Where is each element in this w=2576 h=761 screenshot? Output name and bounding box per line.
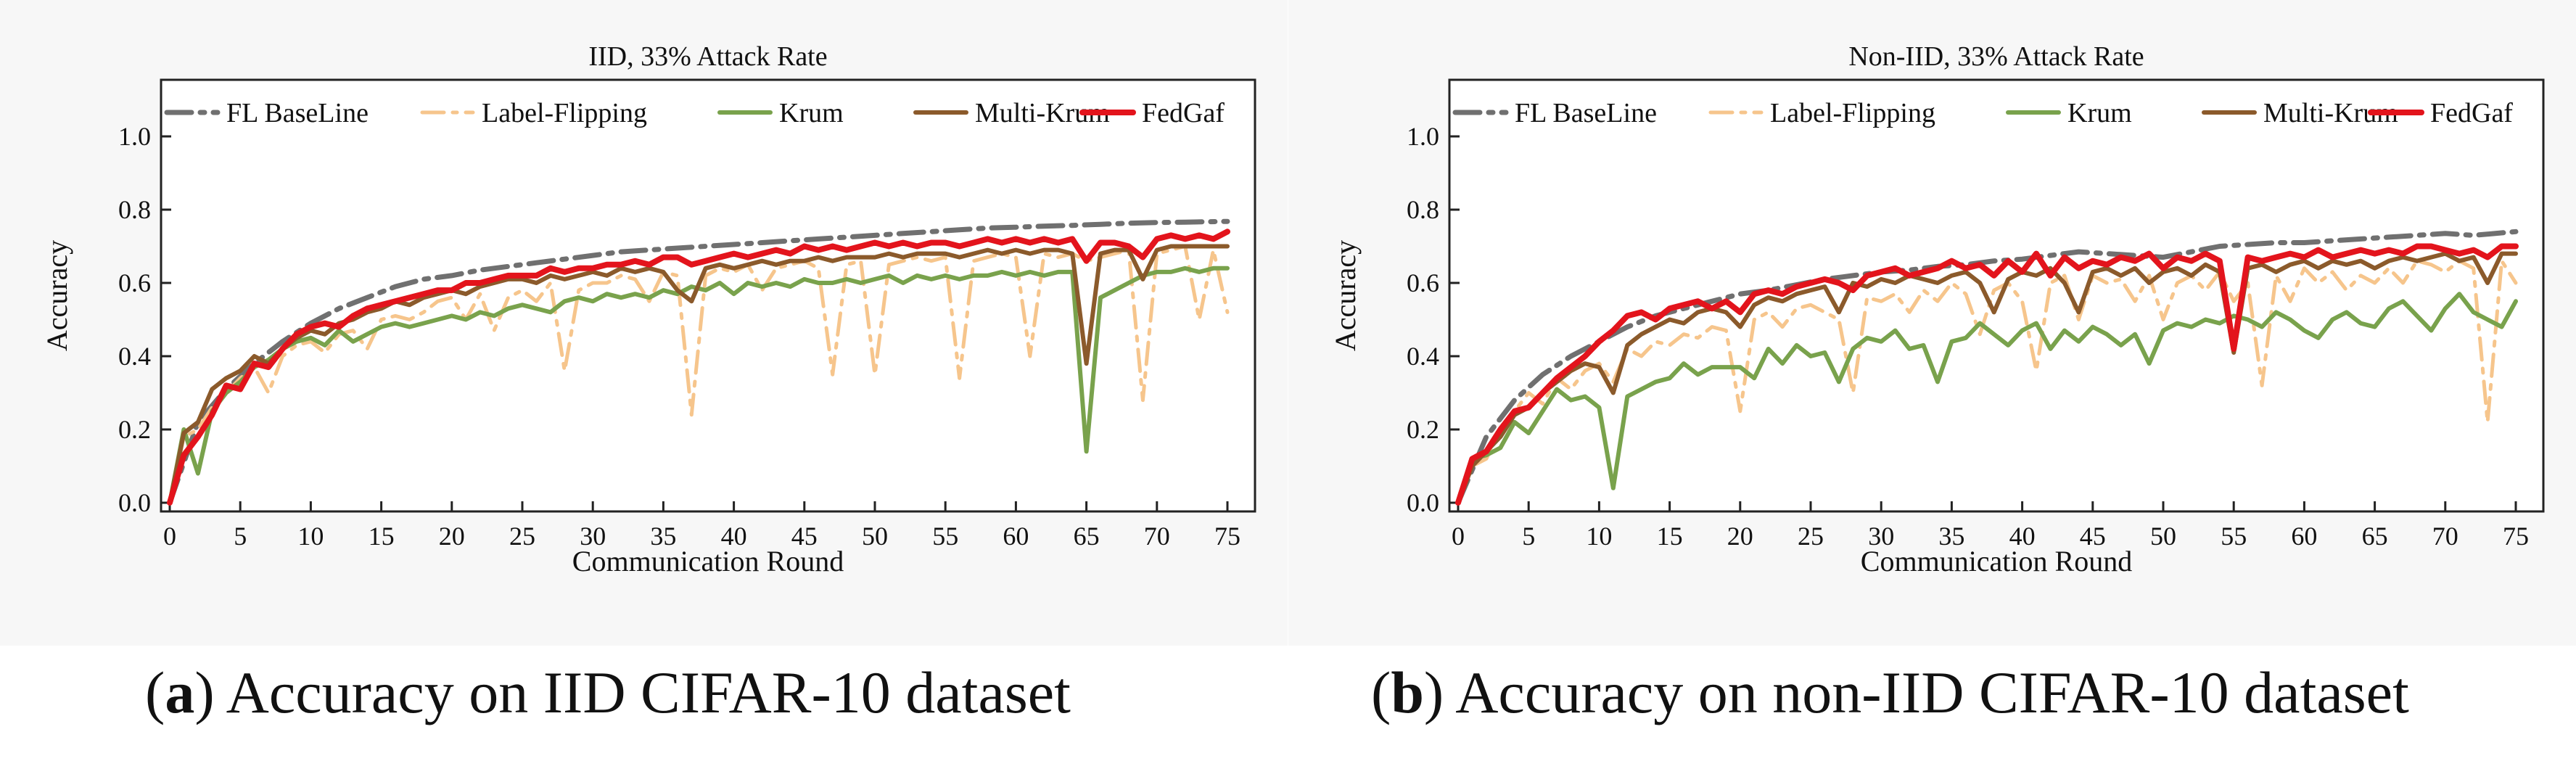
x-tick-label: 0	[163, 522, 176, 551]
caption-letter: b	[1391, 659, 1424, 725]
x-tick-label: 70	[1144, 522, 1170, 551]
x-tick-label: 10	[1586, 522, 1612, 551]
series-line-label-flipping	[1456, 259, 2518, 505]
x-tick-label: 35	[650, 522, 676, 551]
x-tick-label: 55	[932, 522, 958, 551]
legend-label-label-flipping: Label-Flipping	[482, 98, 647, 128]
series-line-krum	[1456, 292, 2518, 505]
x-tick-label: 60	[2291, 522, 2317, 551]
y-tick-label: 0.4	[118, 342, 151, 371]
y-tick-label: 0.8	[1407, 195, 1439, 224]
x-tick-label: 0	[1452, 522, 1465, 551]
y-axis-label: Accuracy	[41, 240, 73, 351]
y-tick-label: 0.8	[118, 195, 151, 224]
caption-a: (a) Accuracy on IID CIFAR-10 dataset	[145, 659, 1071, 725]
plot-frame	[160, 78, 1256, 513]
y-tick-label: 0.4	[1407, 342, 1439, 371]
x-tick-label: 75	[1214, 522, 1240, 551]
chart-title: IID, 33% Attack Rate	[588, 41, 827, 72]
x-tick-label: 45	[791, 522, 818, 551]
legend-label-label-flipping: Label-Flipping	[1770, 98, 1935, 128]
x-tick-label: 25	[509, 522, 535, 551]
plot-frame	[1448, 78, 2545, 513]
legend-label-krum: Krum	[2067, 98, 2132, 128]
x-tick-label: 15	[1657, 522, 1683, 551]
x-axis-label: Communication Round	[572, 545, 844, 577]
legend-label-fedgaf: FedGaf	[1142, 98, 1225, 128]
x-tick-label: 5	[234, 522, 247, 551]
caption-letter: a	[165, 659, 195, 725]
x-tick-label: 15	[369, 522, 395, 551]
y-tick-label: 0.2	[118, 415, 151, 444]
caption-b: (b) Accuracy on non-IID CIFAR-10 dataset	[1371, 659, 2409, 725]
y-axis-label: Accuracy	[1329, 240, 1362, 351]
x-tick-label: 5	[1522, 522, 1535, 551]
legend-label-fedgaf: FedGaf	[2430, 98, 2513, 128]
x-tick-label: 35	[1938, 522, 1964, 551]
y-tick-label: 1.0	[1407, 122, 1439, 151]
legend-label-fl-baseline: FL BaseLine	[226, 98, 369, 128]
x-tick-label: 30	[580, 522, 606, 551]
x-tick-label: 40	[2009, 522, 2036, 551]
y-tick-label: 0.0	[1407, 488, 1439, 517]
x-axis-label: Communication Round	[1861, 545, 2132, 577]
x-tick-label: 20	[1727, 522, 1753, 551]
x-tick-label: 50	[2150, 522, 2176, 551]
x-tick-label: 40	[721, 522, 747, 551]
x-tick-label: 25	[1798, 522, 1824, 551]
y-tick-label: 0.0	[118, 488, 151, 517]
caption-text: ) Accuracy on IID CIFAR-10 dataset	[194, 659, 1071, 725]
y-tick-label: 1.0	[118, 122, 151, 151]
x-tick-label: 75	[2503, 522, 2529, 551]
x-tick-label: 60	[1003, 522, 1029, 551]
x-tick-label: 55	[2221, 522, 2247, 551]
x-tick-label: 45	[2080, 522, 2106, 551]
legend-label-fl-baseline: FL BaseLine	[1515, 98, 1657, 128]
series-line-fl-baseline	[167, 218, 1230, 506]
chart-non-iid: Non-IID, 33% Attack Rate 0.0 0.2 0.4 0.6 0.8 1…	[1288, 0, 2576, 646]
series-line-multi-krum	[1456, 251, 2518, 505]
x-tick-label: 65	[1074, 522, 1100, 551]
x-tick-label: 50	[862, 522, 888, 551]
caption-text: ) Accuracy on non-IID CIFAR-10 dataset	[1423, 659, 2409, 725]
legend-label-krum: Krum	[779, 98, 844, 128]
x-tick-label: 65	[2362, 522, 2388, 551]
chart-iid: IID, 33% Attack Rate 0.0 0.2 0.4 0.6 0.8 1.0 0 5…	[0, 0, 1288, 646]
x-tick-label: 70	[2432, 522, 2458, 551]
series-line-label-flipping	[168, 244, 1230, 505]
series-line-fedgaf	[167, 229, 1230, 506]
chart-title: Non-IID, 33% Attack Rate	[1848, 41, 2144, 72]
x-tick-label: 20	[439, 522, 465, 551]
y-tick-label: 0.6	[1407, 268, 1439, 297]
x-tick-label: 10	[297, 522, 324, 551]
x-tick-label: 30	[1868, 522, 1894, 551]
series-line-fedgaf	[1455, 243, 2519, 506]
y-tick-label: 0.6	[118, 268, 151, 297]
y-tick-label: 0.2	[1407, 415, 1439, 444]
